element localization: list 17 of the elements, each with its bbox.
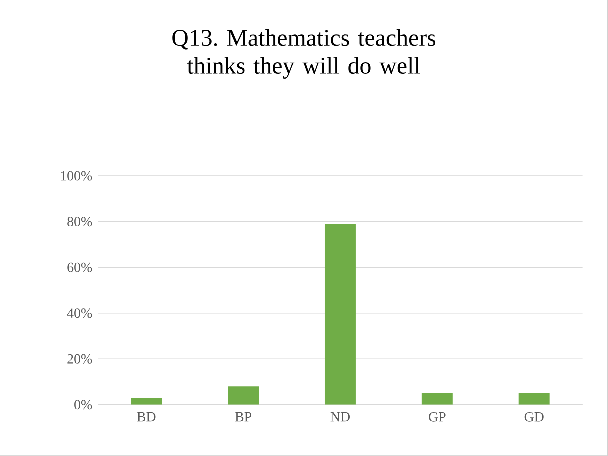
x-tick-label: BD xyxy=(137,412,156,422)
bar xyxy=(518,393,550,405)
y-tick-label: 40% xyxy=(67,308,92,318)
y-tick-label: 0% xyxy=(74,400,92,410)
y-tick-label: 80% xyxy=(68,217,92,227)
x-tick-label: GP xyxy=(429,412,446,422)
x-tick-label: BP xyxy=(235,412,252,422)
bar xyxy=(131,398,162,405)
bar xyxy=(228,386,260,405)
bar xyxy=(324,224,356,405)
bar xyxy=(422,393,453,405)
y-tick-label: 20% xyxy=(68,354,92,364)
y-tick-label: 100% xyxy=(61,171,92,181)
chart-title: Q13. Mathematics teachers thinks they will do well xyxy=(172,29,436,79)
x-tick-label: ND xyxy=(330,412,350,422)
x-tick-label: GD xyxy=(524,412,544,422)
y-tick-label: 60% xyxy=(68,262,92,272)
